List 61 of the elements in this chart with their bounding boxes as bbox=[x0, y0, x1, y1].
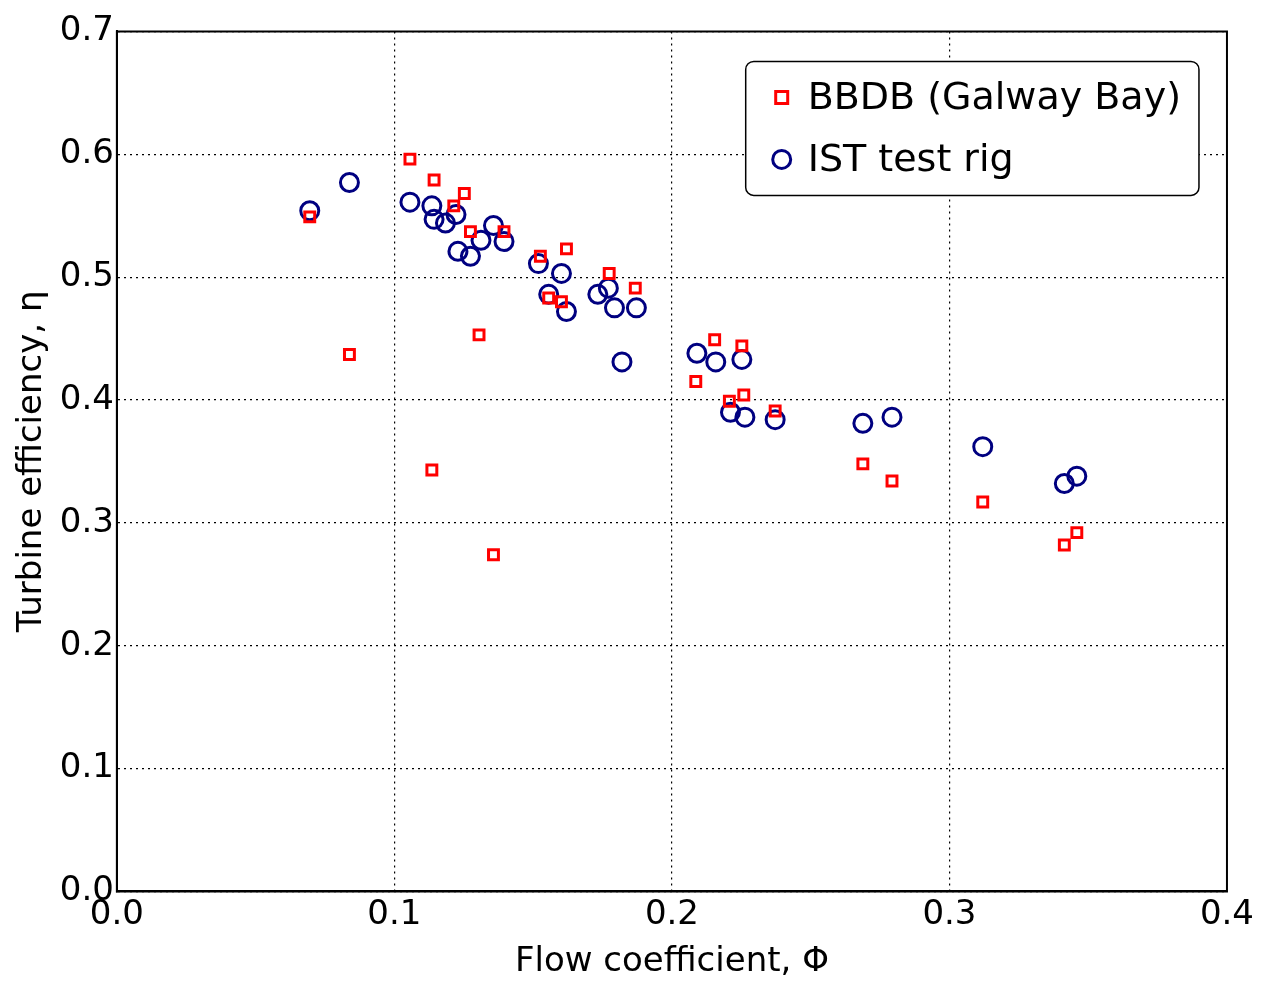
y-tick-label: 0.7 bbox=[59, 8, 114, 49]
point bbox=[497, 225, 511, 239]
point bbox=[425, 463, 439, 477]
point bbox=[602, 266, 616, 280]
point bbox=[734, 406, 756, 428]
point bbox=[342, 348, 356, 361]
y-tick-label: 0.2 bbox=[59, 622, 114, 663]
point bbox=[768, 404, 782, 418]
point bbox=[533, 249, 547, 263]
point bbox=[705, 351, 727, 373]
point bbox=[421, 195, 443, 217]
point bbox=[628, 281, 642, 295]
point bbox=[472, 328, 486, 342]
point bbox=[735, 339, 749, 353]
point bbox=[881, 406, 903, 428]
point bbox=[447, 199, 461, 213]
point bbox=[434, 212, 456, 234]
legend-label: BBDB (Galway Bay) bbox=[807, 74, 1181, 119]
point bbox=[611, 351, 633, 373]
point bbox=[587, 283, 609, 305]
point bbox=[1057, 538, 1071, 552]
point bbox=[487, 548, 500, 562]
point bbox=[457, 187, 471, 201]
point bbox=[686, 342, 708, 364]
point bbox=[1066, 465, 1088, 487]
point bbox=[689, 375, 703, 388]
point bbox=[447, 240, 469, 262]
point bbox=[976, 495, 990, 509]
y-tick-label: 0.3 bbox=[59, 499, 114, 540]
y-tick-label: 0.1 bbox=[59, 745, 114, 786]
point bbox=[737, 388, 751, 402]
point bbox=[463, 225, 477, 239]
point bbox=[427, 173, 441, 187]
point bbox=[459, 245, 481, 267]
point bbox=[403, 152, 417, 166]
point bbox=[708, 333, 722, 347]
point bbox=[399, 191, 421, 213]
point bbox=[423, 208, 445, 230]
point bbox=[550, 262, 572, 284]
y-tick-label: 0.4 bbox=[59, 376, 114, 417]
x-tick-label: 0.2 bbox=[644, 891, 699, 932]
point bbox=[852, 412, 874, 434]
point bbox=[555, 295, 568, 309]
point bbox=[1053, 473, 1075, 495]
point bbox=[625, 297, 647, 319]
y-tick-label: 0.6 bbox=[59, 131, 114, 172]
y-tick-label: 0.5 bbox=[59, 253, 114, 294]
point bbox=[603, 297, 625, 319]
point bbox=[856, 457, 870, 471]
point bbox=[560, 242, 573, 256]
point bbox=[1070, 526, 1084, 540]
legend-label: IST test rig bbox=[807, 136, 1014, 181]
point bbox=[885, 474, 899, 488]
point bbox=[338, 172, 360, 194]
x-tick-label: 0.4 bbox=[1199, 891, 1254, 932]
y-axis-title: Turbine efficiency, η bbox=[9, 290, 50, 634]
x-axis-title: Flow coefficient, Φ bbox=[514, 939, 829, 980]
x-tick-label: 0.1 bbox=[367, 891, 422, 932]
x-tick-label: 0.3 bbox=[922, 891, 977, 932]
point bbox=[722, 394, 736, 408]
point bbox=[972, 436, 994, 458]
